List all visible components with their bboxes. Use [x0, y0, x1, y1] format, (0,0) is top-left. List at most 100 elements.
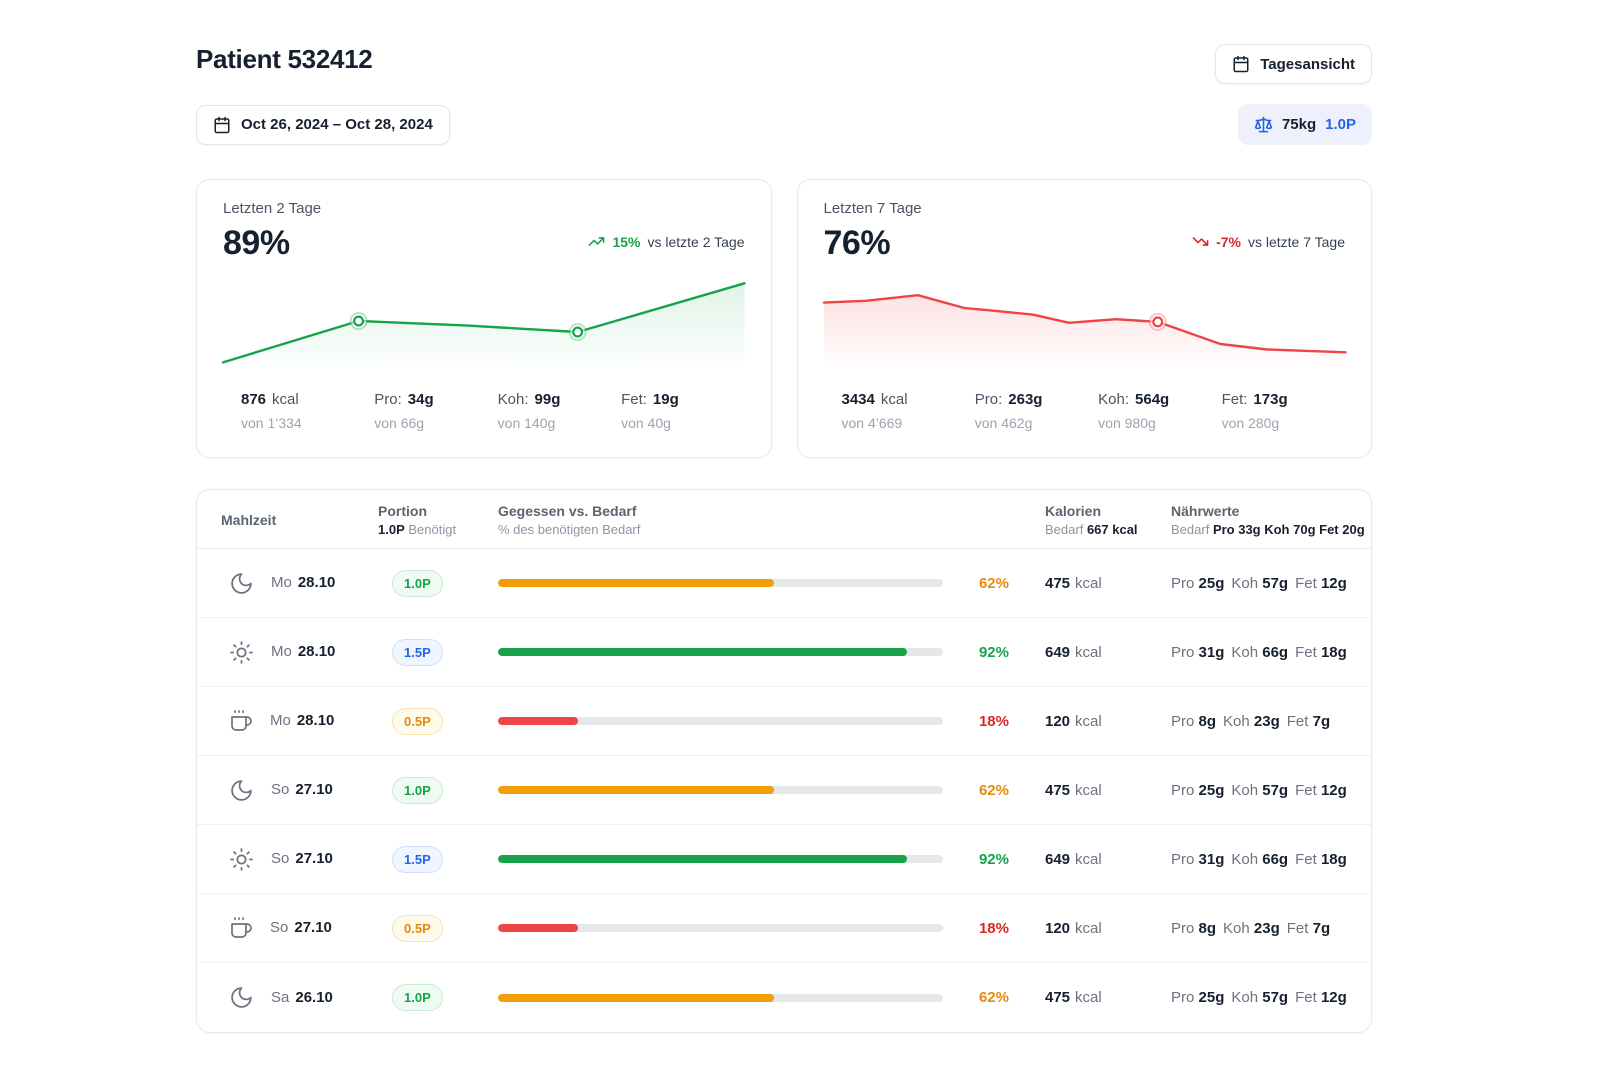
progress-track	[498, 855, 943, 863]
last-2-days-sparkline	[221, 282, 746, 367]
progress-track	[498, 993, 943, 1002]
kcal-unit: kcal	[1075, 781, 1102, 799]
trend-value: -7%	[1216, 233, 1241, 250]
calories-cell: 649 kcal	[1009, 644, 1161, 661]
progress-cell: 62%	[498, 575, 1009, 592]
meal-day: Mo	[271, 574, 292, 591]
portion-cell: 0.5P	[378, 707, 498, 735]
progress-cell: 62%	[498, 782, 1009, 799]
stat-sub: von 4’669	[841, 415, 903, 431]
kcal-value: 649	[1045, 643, 1071, 661]
stat-item: Fet: 19g von 40g	[621, 391, 744, 431]
pro-label: Pro	[1171, 850, 1195, 868]
fet-label: Fet	[1295, 574, 1317, 592]
moon-icon	[229, 985, 254, 1010]
fet-value: 18g	[1320, 850, 1347, 868]
percent-value: 62%	[978, 574, 1009, 592]
meal-table: Mahlzeit Portion 1.0P Benötigt Gegessen …	[196, 489, 1372, 1033]
koh-value: 57g	[1262, 574, 1289, 592]
portion-badge: 0.5P	[392, 914, 443, 942]
progress-track	[498, 579, 943, 587]
trend-text: vs letzte 2 Tage	[647, 233, 745, 250]
date-range-label: Oct 26, 2024 – Oct 28, 2024	[241, 116, 433, 133]
stat-sub: von 980g	[1098, 415, 1156, 431]
meal-row[interactable]: Sa 26.10 1.0P 62% 475 kcal Pro 25g Koh 57g F…	[197, 963, 1371, 1032]
meal-row[interactable]: Mo 28.10 1.5P 92% 649 kcal Pro 31g Koh 66g F…	[197, 618, 1371, 687]
scale-icon	[1254, 115, 1273, 134]
koh-value: 57g	[1262, 989, 1289, 1006]
kcal-value: 475	[1045, 574, 1071, 592]
calories-cell: 120 kcal	[1009, 713, 1161, 730]
trend-indicator: -7% vs letzte 7 Tage	[1192, 233, 1345, 250]
weight-badge[interactable]: 75kg 1.0P	[1237, 104, 1372, 145]
stat-sub: von 66g	[374, 415, 425, 431]
progress-cell: 92%	[498, 644, 1009, 661]
meal-day: So	[270, 919, 289, 936]
meal-day: Mo	[271, 643, 292, 660]
trend-indicator: 15% vs letzte 2 Tage	[588, 233, 745, 250]
progress-fill	[498, 648, 908, 656]
kcal-value: 120	[1045, 712, 1071, 730]
pro-value: 25g	[1198, 574, 1225, 592]
nutrients-cell: Pro 31g Koh 66g Fet 18g	[1161, 644, 1354, 661]
nutrients-cell: Pro 8g Koh 23g Fet 7g	[1161, 920, 1347, 937]
progress-fill	[498, 924, 579, 932]
meal-row[interactable]: Mo 28.10 0.5P 18% 120 kcal Pro 8g Koh 23g Fe…	[197, 687, 1371, 756]
koh-label: Koh	[1223, 712, 1250, 730]
portion-cell: 1.0P	[378, 569, 498, 597]
meal-date: 27.10	[294, 919, 332, 936]
card-stats: 876 kcal von 1’334 Pro: 34g von 66g Koh: 99…	[223, 391, 745, 431]
pro-value: 25g	[1198, 989, 1225, 1006]
meal-table-body: Mo 28.10 1.0P 62% 475 kcal Pro 25g Koh 57g F…	[197, 549, 1371, 1032]
koh-label: Koh	[1231, 574, 1259, 592]
calories-cell: 649 kcal	[1009, 851, 1161, 868]
stat-item: Koh: 99g von 140g	[498, 391, 621, 431]
kcal-value: 649	[1045, 850, 1071, 868]
card-label: Letzten 2 Tage	[223, 200, 322, 217]
meal-row[interactable]: Mo 28.10 1.0P 62% 475 kcal Pro 25g Koh 57g F…	[197, 549, 1371, 618]
kcal-value: 120	[1045, 919, 1071, 937]
progress-track	[498, 924, 943, 932]
fet-value: 12g	[1320, 989, 1347, 1006]
meal-cell: Sa 26.10	[221, 985, 378, 1010]
percent-value: 92%	[978, 643, 1009, 661]
koh-label: Koh	[1223, 919, 1250, 937]
fet-label: Fet	[1286, 712, 1309, 730]
calories-cell: 120 kcal	[1009, 920, 1161, 937]
meal-row[interactable]: So 27.10 1.5P 92% 649 kcal Pro 31g Koh 66g F…	[197, 825, 1371, 894]
weight-value: 75kg	[1281, 116, 1317, 133]
stat-sub: von 140g	[497, 415, 556, 431]
pro-label: Pro	[1171, 989, 1195, 1006]
percent-value: 92%	[978, 850, 1009, 868]
moon-icon	[229, 778, 254, 803]
stat-item: Fet: 173g von 280g	[1222, 391, 1345, 431]
card-percent: 76%	[823, 224, 891, 262]
fet-value: 12g	[1320, 574, 1347, 592]
meal-cell: So 27.10	[221, 847, 378, 872]
portion-badge: 1.0P	[392, 569, 443, 597]
date-range-button[interactable]: Oct 26, 2024 – Oct 28, 2024	[196, 104, 450, 145]
day-view-button[interactable]: Tagesansicht	[1215, 44, 1372, 84]
percent-value: 62%	[978, 989, 1009, 1006]
meal-row[interactable]: So 27.10 1.0P 62% 475 kcal Pro 25g Koh 57g F…	[197, 756, 1371, 825]
meal-row[interactable]: So 27.10 0.5P 18% 120 kcal Pro 8g Koh 23g Fe…	[197, 894, 1371, 963]
fet-label: Fet	[1286, 919, 1309, 937]
pro-value: 8g	[1198, 712, 1217, 730]
day-view-label: Tagesansicht	[1260, 55, 1355, 73]
coffee-icon	[229, 709, 253, 733]
trend-value: 15%	[612, 233, 641, 250]
fet-value: 18g	[1320, 643, 1347, 661]
progress-track	[498, 648, 943, 656]
pro-value: 8g	[1198, 919, 1217, 937]
koh-value: 57g	[1262, 781, 1289, 799]
progress-cell: 92%	[498, 851, 1009, 868]
portion-cell: 1.5P	[378, 638, 498, 666]
kcal-unit: kcal	[1075, 574, 1102, 592]
progress-fill	[498, 786, 774, 794]
meal-day: So	[271, 850, 290, 867]
meal-date: 28.10	[297, 574, 336, 591]
progress-fill	[498, 579, 774, 587]
kcal-unit: kcal	[1075, 919, 1102, 937]
fet-label: Fet	[1295, 850, 1317, 868]
koh-value: 66g	[1262, 643, 1289, 661]
